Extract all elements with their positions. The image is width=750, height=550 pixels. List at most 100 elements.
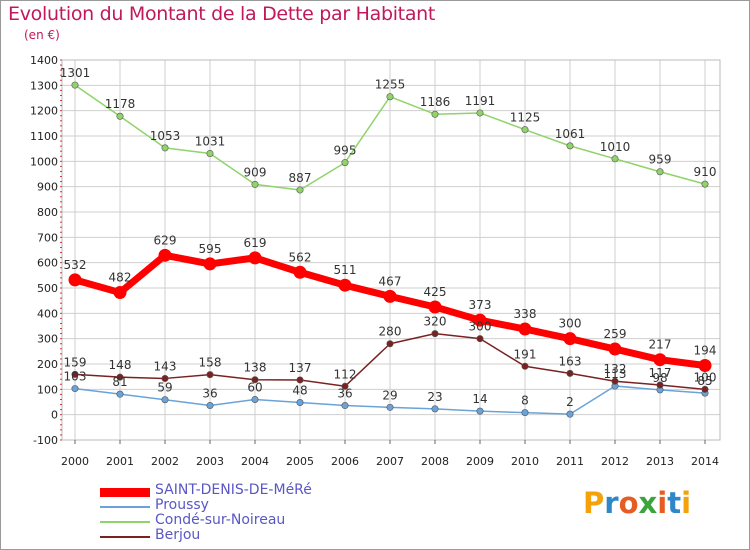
- data-point: [296, 399, 304, 407]
- data-label: 562: [289, 250, 312, 264]
- data-label: 98: [652, 371, 667, 385]
- data-label: 217: [649, 338, 672, 352]
- data-point: [521, 409, 529, 417]
- data-label: 1031: [195, 134, 226, 148]
- y-tick-label: 1300: [30, 79, 58, 92]
- data-label: 338: [514, 307, 537, 321]
- data-point: [296, 376, 304, 384]
- legend-label: SAINT-DENIS-DE-MéRé: [155, 482, 312, 498]
- data-label: 132: [604, 362, 627, 376]
- axis-layer: -100 0 100 200 300 400 500 600 700 800 900 1000 1100…: [30, 54, 719, 468]
- series-layer: [68, 81, 712, 418]
- data-point: [251, 180, 259, 188]
- data-point: [383, 289, 397, 303]
- data-label: 143: [154, 359, 177, 373]
- data-point: [611, 377, 619, 385]
- data-point: [248, 251, 262, 265]
- data-label: 259: [604, 327, 627, 341]
- data-label: 300: [559, 317, 582, 331]
- data-point: [386, 403, 394, 411]
- data-point: [608, 342, 622, 356]
- data-point: [338, 278, 352, 292]
- x-tick-label: 2006: [331, 455, 359, 468]
- proxiti-logo: Proxiti: [583, 486, 692, 520]
- data-label: 887: [289, 171, 312, 185]
- data-point: [566, 369, 574, 377]
- data-point: [431, 330, 439, 338]
- x-tick-label: 2002: [151, 455, 179, 468]
- data-label: 113: [604, 367, 627, 381]
- data-label: 482: [109, 271, 132, 285]
- data-point: [68, 273, 82, 287]
- data-label: 1191: [465, 94, 496, 108]
- data-label: 36: [337, 387, 352, 401]
- data-label: 1255: [375, 78, 406, 92]
- data-label: 595: [199, 242, 222, 256]
- y-tick-label: 200: [37, 358, 58, 371]
- data-point: [203, 257, 217, 271]
- data-label: 191: [514, 347, 537, 361]
- x-tick-label: 2008: [421, 455, 449, 468]
- x-tick-label: 2011: [556, 455, 584, 468]
- data-label: 48: [292, 384, 307, 398]
- data-point: [521, 126, 529, 134]
- data-label: 148: [109, 358, 132, 372]
- data-point: [341, 159, 349, 167]
- data-label: 1061: [555, 127, 586, 141]
- data-point: [563, 332, 577, 346]
- legend-swatch: [100, 536, 150, 538]
- data-label: 137: [289, 361, 312, 375]
- legend-swatch: [100, 506, 150, 508]
- data-point: [656, 381, 664, 389]
- legend-swatch: [100, 521, 150, 523]
- data-label: 163: [559, 354, 582, 368]
- data-point: [428, 300, 442, 314]
- chart-title: Evolution du Montant de la Dette par Hab…: [8, 3, 436, 25]
- y-tick-label: 300: [37, 333, 58, 346]
- data-point: [431, 405, 439, 413]
- y-tick-label: 1400: [30, 54, 58, 67]
- data-point: [698, 359, 712, 373]
- data-label: 103: [64, 370, 87, 384]
- data-label: 373: [469, 298, 492, 312]
- data-label: 532: [64, 258, 87, 272]
- data-point: [161, 144, 169, 152]
- x-tick-label: 2003: [196, 455, 224, 468]
- data-point: [566, 142, 574, 150]
- data-point: [341, 382, 349, 390]
- legend-label: Proussy: [155, 497, 209, 513]
- data-point: [158, 248, 172, 262]
- data-point: [386, 93, 394, 101]
- data-label: 467: [379, 274, 402, 288]
- data-label: 959: [649, 153, 672, 167]
- data-point: [251, 376, 259, 384]
- data-label: 1053: [150, 129, 181, 143]
- data-label: 1178: [105, 97, 136, 111]
- data-point: [566, 410, 574, 418]
- data-point: [206, 149, 214, 157]
- data-point: [476, 407, 484, 415]
- y-tick-label: 600: [37, 257, 58, 270]
- data-label: 29: [382, 388, 397, 402]
- data-label: 117: [649, 366, 672, 380]
- chart-subtitle: (en €): [24, 28, 60, 42]
- data-label: 36: [202, 387, 217, 401]
- y-tick-label: 0: [51, 409, 58, 422]
- data-point: [701, 385, 709, 393]
- data-label: 909: [244, 165, 267, 179]
- y-tick-label: 1000: [30, 155, 58, 168]
- legend-swatch: [100, 487, 150, 497]
- data-label: 1186: [420, 95, 451, 109]
- data-label: 100: [694, 370, 717, 384]
- data-label: 511: [334, 263, 357, 277]
- data-point: [653, 353, 667, 367]
- data-point: [116, 390, 124, 398]
- data-label: 300: [469, 320, 492, 334]
- data-point: [161, 396, 169, 404]
- x-tick-label: 2001: [106, 455, 134, 468]
- data-label: 14: [472, 392, 487, 406]
- data-label: 23: [427, 390, 442, 404]
- data-point: [476, 109, 484, 117]
- data-label: 159: [64, 355, 87, 369]
